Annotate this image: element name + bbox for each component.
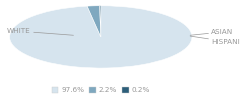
Text: HISPANIC: HISPANIC — [190, 36, 240, 45]
Text: ASIAN: ASIAN — [190, 29, 234, 35]
Text: WHITE: WHITE — [7, 28, 73, 35]
Legend: 97.6%, 2.2%, 0.2%: 97.6%, 2.2%, 0.2% — [49, 84, 153, 96]
Wedge shape — [87, 6, 101, 37]
Wedge shape — [10, 6, 192, 68]
Wedge shape — [100, 6, 101, 37]
